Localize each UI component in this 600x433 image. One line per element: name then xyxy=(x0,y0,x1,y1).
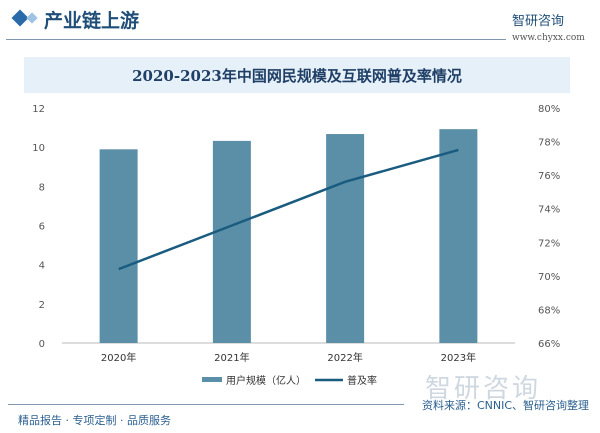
bar xyxy=(212,140,251,343)
left-tick-label: 4 xyxy=(39,261,45,272)
x-tick-label: 2023年 xyxy=(441,351,476,364)
section-title: 产业链上游 xyxy=(44,10,140,32)
right-tick-label: 80% xyxy=(538,104,560,115)
brand-logo: 智研咨询 xyxy=(512,14,565,29)
left-tick-label: 6 xyxy=(39,222,45,233)
footer-tagline: 精品报告 · 专项定制 · 品质服务 xyxy=(18,414,171,427)
left-tick-label: 0 xyxy=(39,339,45,350)
x-tick-label: 2022年 xyxy=(327,351,362,364)
rate-line xyxy=(118,148,459,271)
left-tick-label: 8 xyxy=(39,182,45,193)
right-tick-label: 74% xyxy=(538,205,560,216)
source-note: 资料来源：CNNIC、智研咨询整理 xyxy=(422,399,590,412)
left-tick-label: 10 xyxy=(32,143,45,154)
right-tick-label: 76% xyxy=(538,171,560,182)
legend-bar-swatch xyxy=(202,377,222,382)
chart-title-band: 2020-2023年中国网民规模及互联网普及率情况 xyxy=(24,57,570,93)
footer-divider xyxy=(8,404,404,405)
header-divider xyxy=(6,39,506,40)
brand-url: www.chyxx.com xyxy=(512,33,585,43)
right-tick-label: 70% xyxy=(538,272,560,283)
legend-bar-label: 用户规模（亿人） xyxy=(226,374,306,387)
right-tick-label: 78% xyxy=(538,138,560,149)
bar xyxy=(326,134,365,343)
bar xyxy=(99,149,138,343)
right-tick-label: 66% xyxy=(538,339,560,350)
bar xyxy=(439,129,478,343)
legend-line-label: 普及率 xyxy=(347,374,377,387)
x-tick-label: 2020年 xyxy=(101,351,136,364)
chart-title: 2020-2023年中国网民规模及互联网普及率情况 xyxy=(132,66,462,85)
x-tick-label: 2021年 xyxy=(214,351,249,364)
watermark: 智研咨询 xyxy=(425,374,542,404)
right-tick-label: 72% xyxy=(538,238,560,249)
left-tick-label: 2 xyxy=(39,300,45,311)
right-tick-label: 68% xyxy=(538,305,560,316)
left-tick-label: 12 xyxy=(32,104,45,115)
